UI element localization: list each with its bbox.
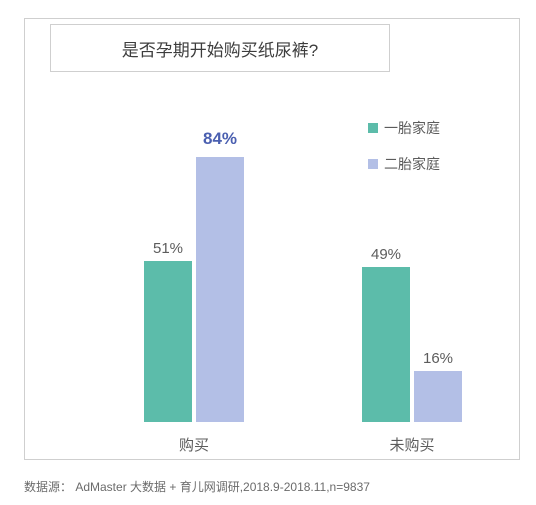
- legend-marker: [368, 159, 378, 169]
- legend-item: 一胎家庭: [368, 118, 440, 138]
- chart-title-box: 是否孕期开始购买纸尿裤?: [50, 24, 390, 72]
- chart-title: 是否孕期开始购买纸尿裤?: [122, 36, 318, 61]
- bar: [414, 371, 462, 422]
- bar: [144, 261, 192, 422]
- category-label: 购买: [179, 434, 209, 455]
- value-label: 16%: [423, 350, 453, 367]
- legend-label: 二胎家庭: [384, 154, 440, 174]
- value-label: 51%: [153, 240, 183, 257]
- plot-area: 51%84%购买49%16%未购买: [60, 106, 508, 422]
- legend-item: 二胎家庭: [368, 154, 440, 174]
- category-label: 未购买: [389, 434, 434, 455]
- bar: [196, 157, 244, 422]
- value-label: 49%: [371, 246, 401, 263]
- legend-label: 一胎家庭: [384, 118, 440, 138]
- legend-marker: [368, 123, 378, 133]
- value-label: 84%: [203, 129, 237, 149]
- bar: [362, 267, 410, 422]
- legend: 一胎家庭二胎家庭: [368, 118, 440, 190]
- data-source: 数据源： AdMaster 大数据 + 育儿网调研,2018.9-2018.11…: [24, 478, 370, 495]
